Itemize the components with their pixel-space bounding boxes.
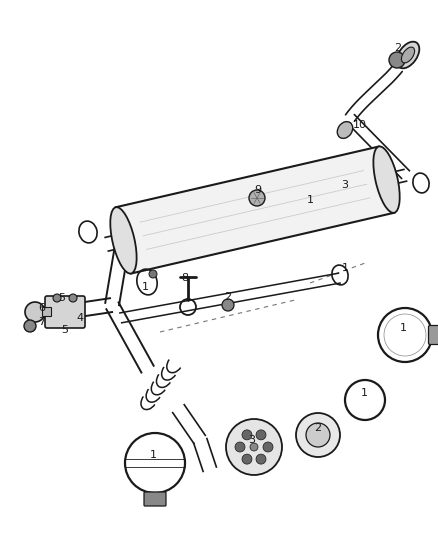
Text: 1: 1	[141, 282, 148, 292]
Ellipse shape	[110, 207, 137, 273]
Text: 3: 3	[248, 435, 255, 445]
Text: 9: 9	[254, 185, 261, 195]
Circle shape	[250, 443, 258, 451]
Circle shape	[149, 270, 157, 278]
Text: 4: 4	[77, 313, 84, 323]
Text: 1: 1	[342, 263, 349, 273]
Text: 5: 5	[59, 293, 66, 303]
Text: 2: 2	[314, 423, 321, 433]
Circle shape	[256, 454, 266, 464]
Circle shape	[25, 302, 45, 322]
Circle shape	[389, 52, 405, 68]
Ellipse shape	[397, 42, 419, 68]
Text: 2: 2	[395, 43, 402, 53]
Text: 1: 1	[399, 323, 406, 333]
Circle shape	[242, 454, 252, 464]
Text: 2: 2	[224, 292, 232, 302]
Circle shape	[263, 442, 273, 452]
FancyBboxPatch shape	[428, 326, 438, 344]
Circle shape	[296, 413, 340, 457]
Ellipse shape	[373, 147, 400, 213]
Text: 1: 1	[149, 450, 156, 460]
FancyBboxPatch shape	[42, 308, 52, 317]
Ellipse shape	[337, 122, 353, 139]
Text: 5: 5	[61, 325, 68, 335]
Circle shape	[24, 320, 36, 332]
Circle shape	[222, 299, 234, 311]
Text: 1: 1	[360, 388, 367, 398]
Text: 1: 1	[307, 195, 314, 205]
Text: 7: 7	[39, 317, 46, 327]
Text: 8: 8	[181, 273, 189, 283]
Circle shape	[69, 294, 77, 302]
FancyBboxPatch shape	[45, 296, 85, 328]
Circle shape	[53, 294, 61, 302]
Circle shape	[256, 430, 266, 440]
Text: 10: 10	[353, 120, 367, 130]
Circle shape	[249, 190, 265, 206]
Circle shape	[235, 442, 245, 452]
FancyBboxPatch shape	[144, 492, 166, 506]
Ellipse shape	[401, 47, 415, 63]
Text: 6: 6	[39, 303, 46, 313]
Text: 3: 3	[342, 180, 349, 190]
Circle shape	[226, 419, 282, 475]
Circle shape	[242, 430, 252, 440]
Polygon shape	[116, 147, 394, 273]
Circle shape	[306, 423, 330, 447]
